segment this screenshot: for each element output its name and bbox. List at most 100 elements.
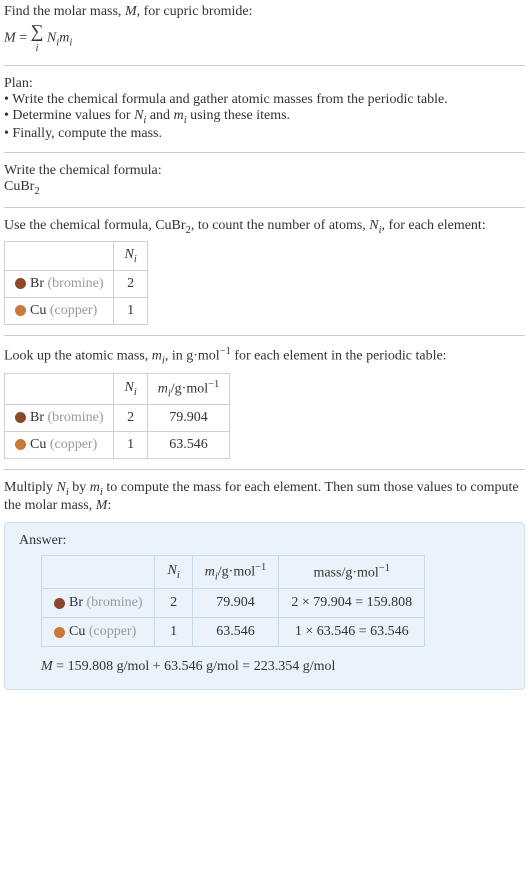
element-cell: Br (bromine) xyxy=(42,589,155,618)
step2-block: Use the chemical formula, CuBr2, to coun… xyxy=(4,218,525,326)
s2-b: , to count the number of atoms, xyxy=(191,218,369,233)
s4-n: N xyxy=(57,480,66,495)
eq-lhs: M xyxy=(4,31,16,46)
element-cell: Br (bromine) xyxy=(5,405,114,432)
el-sym: Cu xyxy=(30,437,46,452)
th-ni: Ni xyxy=(155,555,192,588)
step2-text: Use the chemical formula, CuBr2, to coun… xyxy=(4,218,525,236)
intro-text2: , for cupric bromide: xyxy=(137,4,253,19)
intro-block: Find the molar mass, M, for cupric bromi… xyxy=(4,4,525,55)
th-blank xyxy=(42,555,155,588)
plan-b2-rest: using these items. xyxy=(187,108,290,123)
step1-title: Write the chemical formula: xyxy=(4,163,525,179)
intro-text: Find the molar mass, xyxy=(4,4,125,19)
s3-a: Look up the atomic mass, xyxy=(4,349,152,364)
th-ni: Ni xyxy=(114,242,147,271)
answer-table: Ni mi/g·mol−1 mass/g·mol−1 Br (bromine) … xyxy=(41,555,425,647)
eq-n: N xyxy=(47,31,56,46)
s2-n: N xyxy=(369,218,378,233)
plan-bullet-1: • Write the chemical formula and gather … xyxy=(4,92,525,108)
s2-a: Use the chemical formula, CuBr xyxy=(4,218,186,233)
intro-equation: M = ∑i Nimi xyxy=(4,22,525,55)
plan-block: Plan: • Write the chemical formula and g… xyxy=(4,76,525,142)
answer-label: Answer: xyxy=(19,533,510,549)
table-header-row: Ni mi/g·mol−1 mass/g·mol−1 xyxy=(42,555,425,588)
element-cell: Cu (copper) xyxy=(5,298,114,325)
table-header-row: Ni mi/g·mol−1 xyxy=(5,373,230,404)
mass-cell: 1 × 63.546 = 63.546 xyxy=(279,618,425,647)
table-row: Cu (copper) 1 xyxy=(5,298,148,325)
element-cell: Cu (copper) xyxy=(42,618,155,647)
swatch-icon xyxy=(15,412,26,423)
n-cell: 2 xyxy=(114,405,147,432)
divider xyxy=(4,469,525,470)
step3-block: Look up the atomic mass, mi, in g·mol−1 … xyxy=(4,346,525,459)
m-cell: 63.546 xyxy=(147,432,230,459)
el-name: (bromine) xyxy=(48,410,104,425)
formula-sub: 2 xyxy=(34,186,39,197)
divider xyxy=(4,152,525,153)
final-lhs: M xyxy=(41,659,53,674)
el-name: (copper) xyxy=(50,437,97,452)
m-cell: 79.904 xyxy=(192,589,279,618)
el-sym: Br xyxy=(30,410,44,425)
th-blank xyxy=(5,242,114,271)
step4-text: Multiply Ni by mi to compute the mass fo… xyxy=(4,480,525,514)
n-cell: 1 xyxy=(155,618,192,647)
answer-box: Answer: Ni mi/g·mol−1 mass/g·mol−1 Br (b… xyxy=(4,522,525,690)
plan-bullet-3: • Finally, compute the mass. xyxy=(4,126,525,142)
intro-var-m: M xyxy=(125,4,137,19)
el-sym: Cu xyxy=(69,624,85,639)
table-row: Br (bromine) 2 79.904 xyxy=(5,405,230,432)
plan-title: Plan: xyxy=(4,76,525,92)
th-mi: mi/g·mol−1 xyxy=(192,555,279,588)
table-row: Cu (copper) 1 63.546 xyxy=(5,432,230,459)
swatch-icon xyxy=(15,305,26,316)
el-sym: Cu xyxy=(30,303,46,318)
m-cell: 79.904 xyxy=(147,405,230,432)
final-eq: = 159.808 g/mol + 63.546 g/mol = 223.354… xyxy=(53,659,336,674)
s3-m: m xyxy=(152,349,162,364)
plan-bullet-2: • Determine values for Ni and mi using t… xyxy=(4,108,525,126)
step3-text: Look up the atomic mass, mi, in g·mol−1 … xyxy=(4,346,525,366)
divider xyxy=(4,207,525,208)
swatch-icon xyxy=(15,439,26,450)
swatch-icon xyxy=(54,598,65,609)
step3-table: Ni mi/g·mol−1 Br (bromine) 2 79.904 Cu (… xyxy=(4,373,230,459)
el-name: (copper) xyxy=(89,624,136,639)
table-row: Cu (copper) 1 63.546 1 × 63.546 = 63.546 xyxy=(42,618,425,647)
element-cell: Br (bromine) xyxy=(5,271,114,298)
th-mi: mi/g·mol−1 xyxy=(147,373,230,404)
el-name: (bromine) xyxy=(48,276,104,291)
el-name: (bromine) xyxy=(87,595,143,610)
n-cell: 1 xyxy=(114,298,147,325)
divider xyxy=(4,65,525,66)
s2-c: , for each element: xyxy=(382,218,486,233)
s4-m: m xyxy=(90,480,100,495)
m-cell: 63.546 xyxy=(192,618,279,647)
eq-equals: = xyxy=(16,31,31,46)
sigma-icon: ∑i xyxy=(31,22,44,55)
step1-block: Write the chemical formula: CuBr2 xyxy=(4,163,525,197)
mass-cell: 2 × 79.904 = 159.808 xyxy=(279,589,425,618)
element-cell: Cu (copper) xyxy=(5,432,114,459)
th-ni: Ni xyxy=(114,373,147,404)
s3-b: , in g·mol xyxy=(165,349,220,364)
s3-c: for each element in the periodic table: xyxy=(231,349,447,364)
el-sym: Br xyxy=(30,276,44,291)
el-sym: Br xyxy=(69,595,83,610)
answer-inner: Ni mi/g·mol−1 mass/g·mol−1 Br (bromine) … xyxy=(19,555,510,675)
plan-b2-and: and xyxy=(146,108,173,123)
s4-a: Multiply xyxy=(4,480,57,495)
eq-mi: i xyxy=(69,38,72,49)
eq-m: m xyxy=(59,31,69,46)
th-blank xyxy=(5,373,114,404)
swatch-icon xyxy=(15,278,26,289)
table-row: Br (bromine) 2 xyxy=(5,271,148,298)
plan-b2-a: • Determine values for xyxy=(4,108,134,123)
final-answer-line: M = 159.808 g/mol + 63.546 g/mol = 223.3… xyxy=(41,659,510,675)
table-header-row: Ni xyxy=(5,242,148,271)
step4-block: Multiply Ni by mi to compute the mass fo… xyxy=(4,480,525,514)
formula-main: CuBr xyxy=(4,179,34,194)
s3-sup: −1 xyxy=(220,346,231,357)
